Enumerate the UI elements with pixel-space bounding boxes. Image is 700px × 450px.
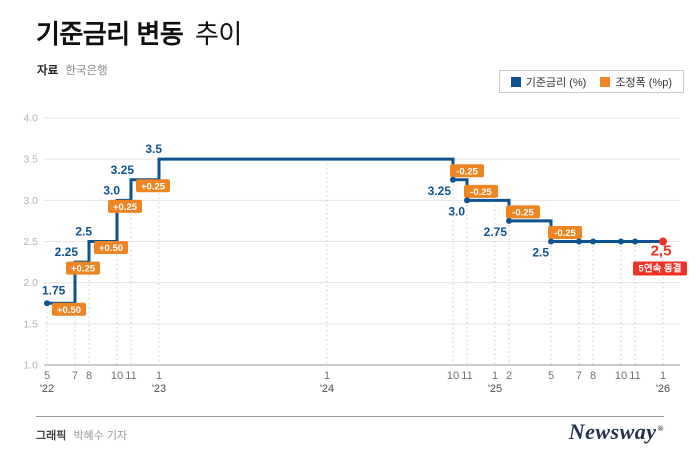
adjustment-badge-label: -0.25 [470,187,492,198]
adjustment-badge [108,199,142,213]
rate-value-label: 3.0 [448,204,465,218]
chart-legend: 기준금리 (%) 조정폭 (%p) [498,70,684,93]
rate-dot [506,217,512,224]
rate-dot [464,197,470,204]
x-tick-month: 2 [506,370,512,382]
y-tick-label: 3.5 [23,154,38,166]
x-tick-month: 11 [461,370,472,382]
x-tick-month: 1 [156,370,162,382]
rate-dot [576,238,582,245]
x-tick-month: 11 [125,370,136,382]
rate-dot [450,176,456,183]
y-tick-label: 1.0 [23,360,38,372]
rate-dot [548,238,554,245]
rate-value-label: 3.0 [103,183,120,197]
legend-label-adjustment: 조정폭 (%p) [615,76,672,89]
credit-value: 박혜수 기자 [73,430,128,442]
x-tick-month: 7 [576,370,582,382]
final-badge-label: 5연속 동결 [639,263,682,275]
rate-value-label: 2.25 [55,245,79,259]
adjustment-badge [506,205,540,219]
x-tick-month: 10 [615,370,627,382]
x-tick-year: '23 [152,383,166,395]
brand-name: Newsway [568,419,657,444]
x-tick-month: 8 [590,370,596,382]
footer-divider [36,416,664,417]
adjustment-badge [136,179,170,193]
adjustment-badge [548,226,582,239]
rate-value-label: 2.5 [75,225,92,239]
y-tick-label: 1.5 [23,318,38,330]
rate-dot [632,238,638,245]
final-badge [633,261,687,276]
x-tick-month: 11 [629,370,640,382]
legend-label-base-rate: 기준금리 (%) [525,76,587,89]
y-tick-label: 3.0 [23,195,38,207]
adjustment-badge [450,164,484,178]
x-tick-month: 5 [44,370,50,382]
adjustment-badge-label: +0.50 [57,305,81,316]
x-tick-month: 10 [111,370,123,382]
adjustment-badge-label: -0.25 [512,207,534,218]
rate-dot [618,238,624,245]
brand-logo: Newsway® [569,419,664,445]
adjustment-badge-label: +0.25 [113,202,138,213]
adjustment-badge-label: -0.25 [554,228,576,239]
rate-value-label: 1.75 [42,283,66,297]
x-tick-month: 8 [86,370,92,382]
x-tick-month: 7 [72,370,78,382]
page-title: 기준금리 변동 추이 [36,14,242,51]
adjustment-badge-label: +0.50 [99,243,123,254]
credit-label: 그래픽 [36,430,67,442]
x-tick-year: '24 [320,383,334,395]
adjustment-badge [464,184,498,198]
x-tick-year: '26 [656,383,670,395]
registered-mark-icon: ® [657,423,664,433]
adjustment-badge-label: +0.25 [141,181,166,192]
adjustment-swatch [600,76,611,87]
rate-value-label: 3.25 [111,163,135,177]
base-rate-swatch [510,76,521,87]
x-tick-month: 5 [548,370,554,382]
x-tick-year: '22 [40,383,54,395]
x-tick-month: 1 [324,370,330,382]
x-tick-month: 1 [492,370,498,382]
credit-line: 그래픽 박혜수 기자 [36,427,127,443]
adjustment-badge [94,241,128,254]
rate-value-label: 3.5 [145,142,162,156]
base-rate-step-line [47,157,663,305]
adjustment-badge [52,302,86,316]
adjustment-badge [66,261,100,275]
page-title-light: 추이 [194,19,242,49]
final-value-label: 2,5 [651,243,672,260]
adjustment-badge-label: -0.25 [456,166,478,177]
rate-dot [590,238,596,245]
source-line: 자료 한국은행 [37,62,108,78]
x-tick-month: 10 [447,370,459,382]
y-tick-label: 4.0 [23,113,38,125]
source-label: 자료 [37,65,59,77]
final-rate-dot [659,237,667,246]
y-tick-label: 2.5 [23,236,38,248]
source-value: 한국은행 [65,65,108,77]
legend-item-base-rate: 기준금리 (%) [510,74,587,90]
legend-item-adjustment: 조정폭 (%p) [600,74,672,90]
adjustment-badge-label: +0.25 [71,264,96,275]
rate-value-label: 2.5 [532,246,549,260]
rate-dot [44,300,50,307]
x-tick-year: '25 [488,383,502,395]
rate-value-label: 2.75 [484,225,508,239]
page-title-bold: 기준금리 변동 [36,19,184,49]
x-tick-month: 1 [660,370,666,382]
rate-value-label: 3.25 [428,184,452,198]
y-tick-label: 2.0 [23,277,38,289]
